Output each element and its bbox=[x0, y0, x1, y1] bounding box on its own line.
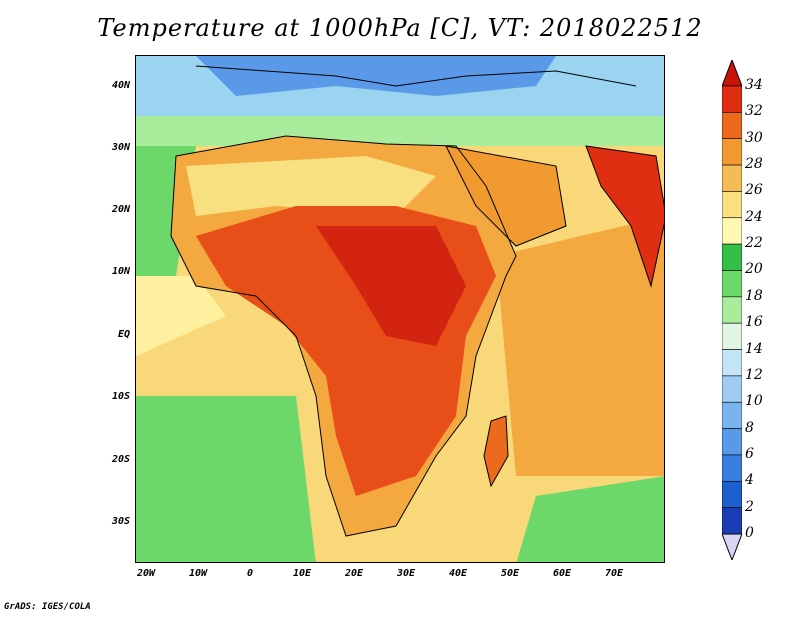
colorbar-segment bbox=[722, 138, 742, 166]
south-atlantic-green bbox=[136, 396, 316, 562]
lon-label: 10E bbox=[292, 568, 312, 579]
atlantic-pale bbox=[136, 276, 226, 356]
colorbar-segment bbox=[722, 191, 742, 219]
temperature-map bbox=[135, 55, 665, 563]
arabia bbox=[446, 146, 566, 246]
colorbar bbox=[722, 60, 742, 560]
colorbar-segment bbox=[722, 480, 742, 508]
colorbar-tick-label: 18 bbox=[745, 287, 763, 304]
colorbar-tick-label: 32 bbox=[745, 103, 763, 120]
africa-coastline bbox=[170, 135, 517, 537]
lat-label: 20N bbox=[111, 204, 130, 215]
south-indian-green bbox=[516, 476, 664, 562]
lon-label: 0 bbox=[246, 568, 254, 579]
colorbar-segment bbox=[722, 375, 742, 403]
colorbar-segments bbox=[722, 60, 742, 560]
colorbar-tick-label: 0 bbox=[745, 525, 754, 541]
europe-coastline bbox=[195, 65, 637, 87]
indian-ocean-warm bbox=[496, 216, 664, 476]
colorbar-tick-label: 30 bbox=[745, 129, 763, 146]
lon-label: 40E bbox=[448, 568, 468, 579]
lon-label: 70E bbox=[604, 568, 624, 579]
colorbar-tick-label: 24 bbox=[745, 208, 763, 225]
colorbar-segment bbox=[722, 322, 742, 350]
lat-label: 40N bbox=[111, 80, 130, 91]
colorbar-tick-label: 6 bbox=[745, 445, 754, 462]
north-green-band bbox=[136, 116, 664, 146]
colorbar-segment bbox=[722, 112, 742, 140]
madagascar-coastline bbox=[483, 415, 509, 488]
colorbar-tick-label: 26 bbox=[745, 182, 763, 199]
lat-label: 10S bbox=[111, 391, 130, 402]
colorbar-segment bbox=[722, 217, 742, 245]
arabia-coastline bbox=[445, 145, 567, 247]
colorbar-tick-label: 14 bbox=[745, 340, 763, 357]
sahara-moderate bbox=[186, 156, 436, 216]
lat-label: 20S bbox=[111, 454, 130, 465]
africa-hottest-region bbox=[316, 226, 466, 346]
india bbox=[586, 146, 664, 286]
colorbar-tick-label: 4 bbox=[745, 472, 754, 489]
colorbar-tick-label: 16 bbox=[745, 314, 763, 331]
colorbar-tick-label: 20 bbox=[745, 261, 763, 278]
lon-label: 30E bbox=[396, 568, 416, 579]
colorbar-bottom-arrow bbox=[722, 533, 742, 560]
colorbar-segment bbox=[722, 270, 742, 298]
colorbar-segment bbox=[722, 428, 742, 456]
colorbar-tick-label: 2 bbox=[745, 498, 754, 515]
lat-label: 10N bbox=[111, 266, 130, 277]
lat-label: 30S bbox=[111, 516, 130, 527]
colorbar-segment bbox=[722, 85, 742, 113]
madagascar bbox=[484, 416, 508, 486]
colorbar-tick-label: 8 bbox=[745, 419, 754, 436]
colorbar-segment bbox=[722, 401, 742, 429]
lon-label: 60E bbox=[552, 568, 572, 579]
lon-label: 20W bbox=[136, 568, 156, 579]
colorbar-segment bbox=[722, 349, 742, 377]
colorbar-tick-label: 10 bbox=[745, 393, 763, 410]
colorbar-tick-label: 12 bbox=[745, 366, 763, 383]
lon-label: 10W bbox=[188, 568, 208, 579]
map-canvas bbox=[136, 56, 664, 562]
lat-label: 30N bbox=[111, 142, 130, 153]
colorbar-tick-label: 28 bbox=[745, 156, 763, 173]
colorbar-segment bbox=[722, 454, 742, 482]
map-title: Temperature at 1000hPa [C], VT: 20180225… bbox=[97, 14, 703, 42]
india-coastline bbox=[585, 145, 664, 288]
colorbar-top-arrow bbox=[722, 60, 742, 87]
colorbar-segment bbox=[722, 296, 742, 324]
colorbar-tick-label: 34 bbox=[745, 77, 763, 93]
lon-label: 20E bbox=[344, 568, 364, 579]
colorbar-segment bbox=[722, 164, 742, 192]
colorbar-tick-label: 22 bbox=[745, 235, 763, 252]
colorbar-segment bbox=[722, 243, 742, 271]
lat-label: EQ bbox=[117, 329, 130, 340]
grads-credit: GrADS: IGES/COLA bbox=[4, 602, 91, 612]
europe-cold-area bbox=[196, 56, 556, 96]
lon-label: 50E bbox=[500, 568, 520, 579]
colorbar-segment bbox=[722, 507, 742, 535]
